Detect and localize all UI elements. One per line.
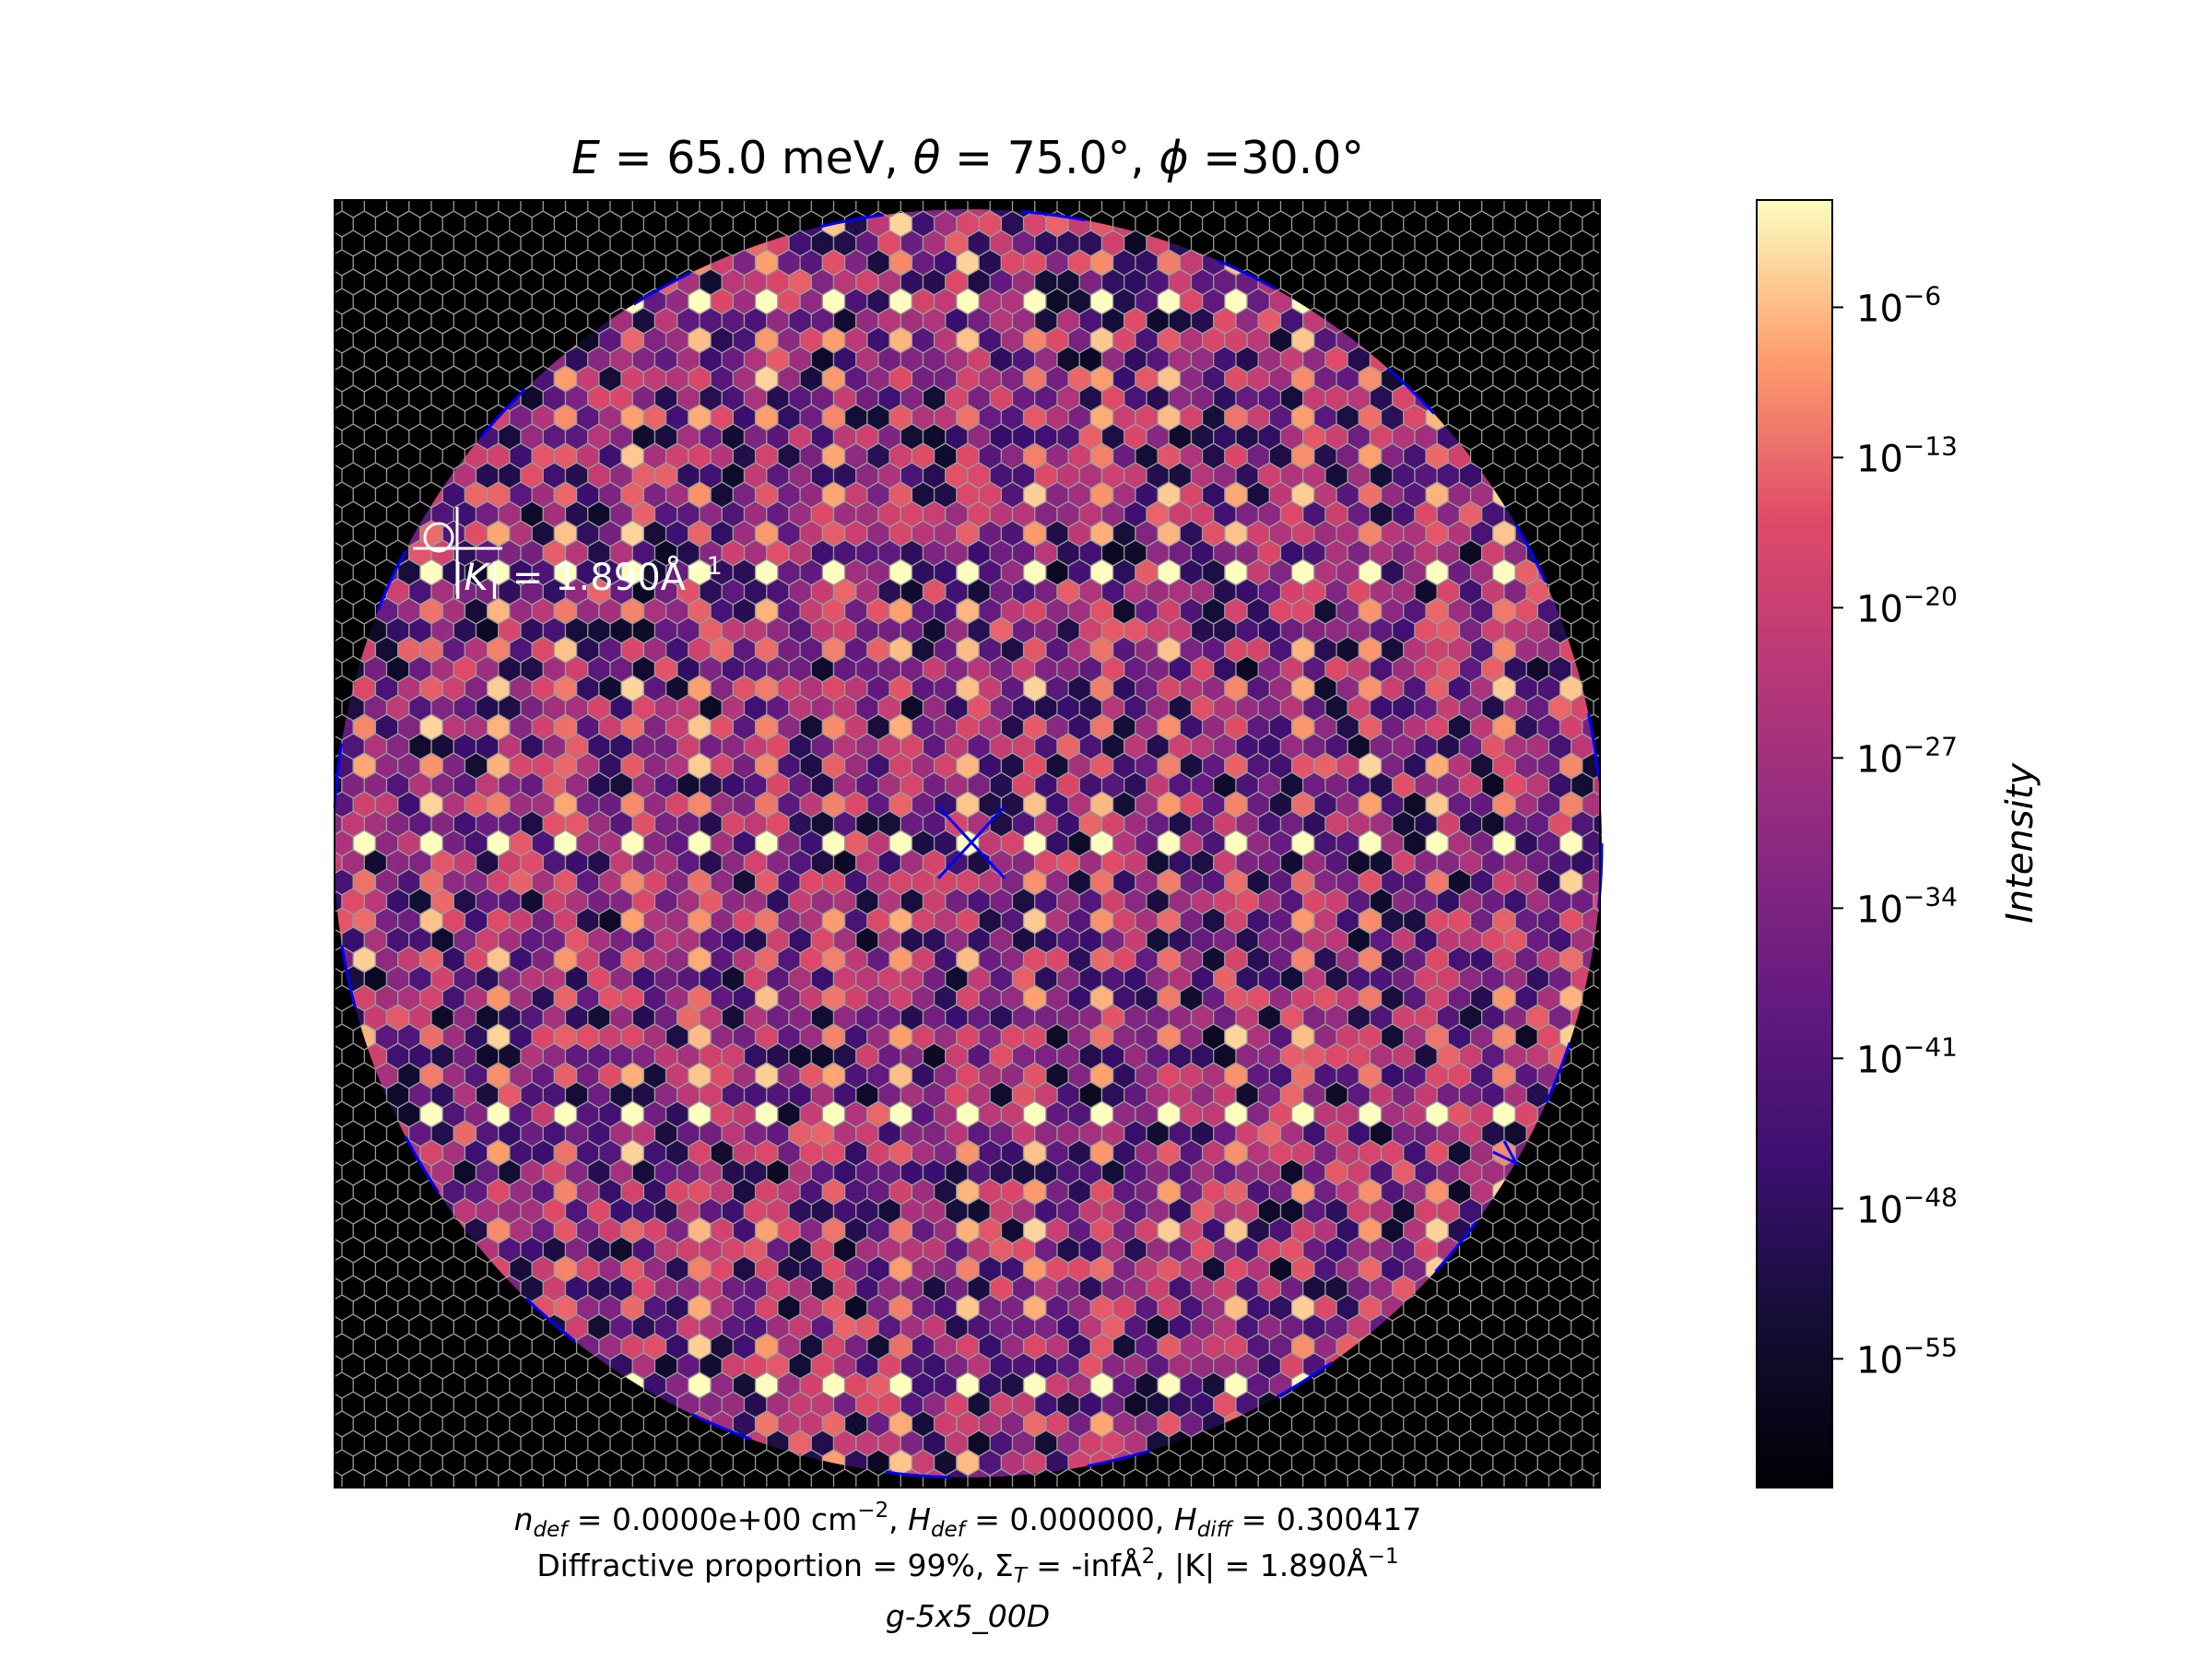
colorbar-tick-label: 10−20 bbox=[1856, 581, 1958, 630]
chart-title: E = 65.0 meV, θ = 75.0°, ϕ =30.0° bbox=[571, 132, 1364, 184]
colorbar: 10−610−1310−2010−2710−3410−4110−4810−55 … bbox=[1756, 199, 2041, 1488]
colorbar-tick-label: 10−13 bbox=[1856, 430, 1958, 480]
colorbar-tick-label: 10−27 bbox=[1856, 731, 1958, 781]
colorbar-ticks: 10−6 10−13 10−20 10−27 10−34 10−41 10−48 10−55 bbox=[1832, 280, 1958, 1382]
colorbar-gradient bbox=[1756, 199, 1833, 1488]
colorbar-tick-label: 10−48 bbox=[1856, 1182, 1958, 1231]
colorbar-tick-label: 10−41 bbox=[1856, 1031, 1958, 1081]
k-annotation: |K| = 1.890Å−1 bbox=[452, 552, 723, 599]
colorbar-tick-label: 10−55 bbox=[1856, 1332, 1958, 1382]
footer-line-2: Diffractive proportion = 99%, ΣT = -infÅ… bbox=[536, 1545, 1398, 1588]
footer-line-1: ndef = 0.0000e+00 cm−2, Hdef = 0.000000,… bbox=[514, 1499, 1422, 1542]
plot-area: |K| = 1.890Å−1 bbox=[332, 199, 1604, 1488]
colorbar-label: Intensity bbox=[1999, 762, 2041, 924]
colorbar-tick-label: 10−6 bbox=[1856, 280, 1941, 330]
colorbar-tick-label: 10−34 bbox=[1856, 881, 1958, 931]
footer-line-3: g-5x5_00D bbox=[886, 1598, 1050, 1634]
